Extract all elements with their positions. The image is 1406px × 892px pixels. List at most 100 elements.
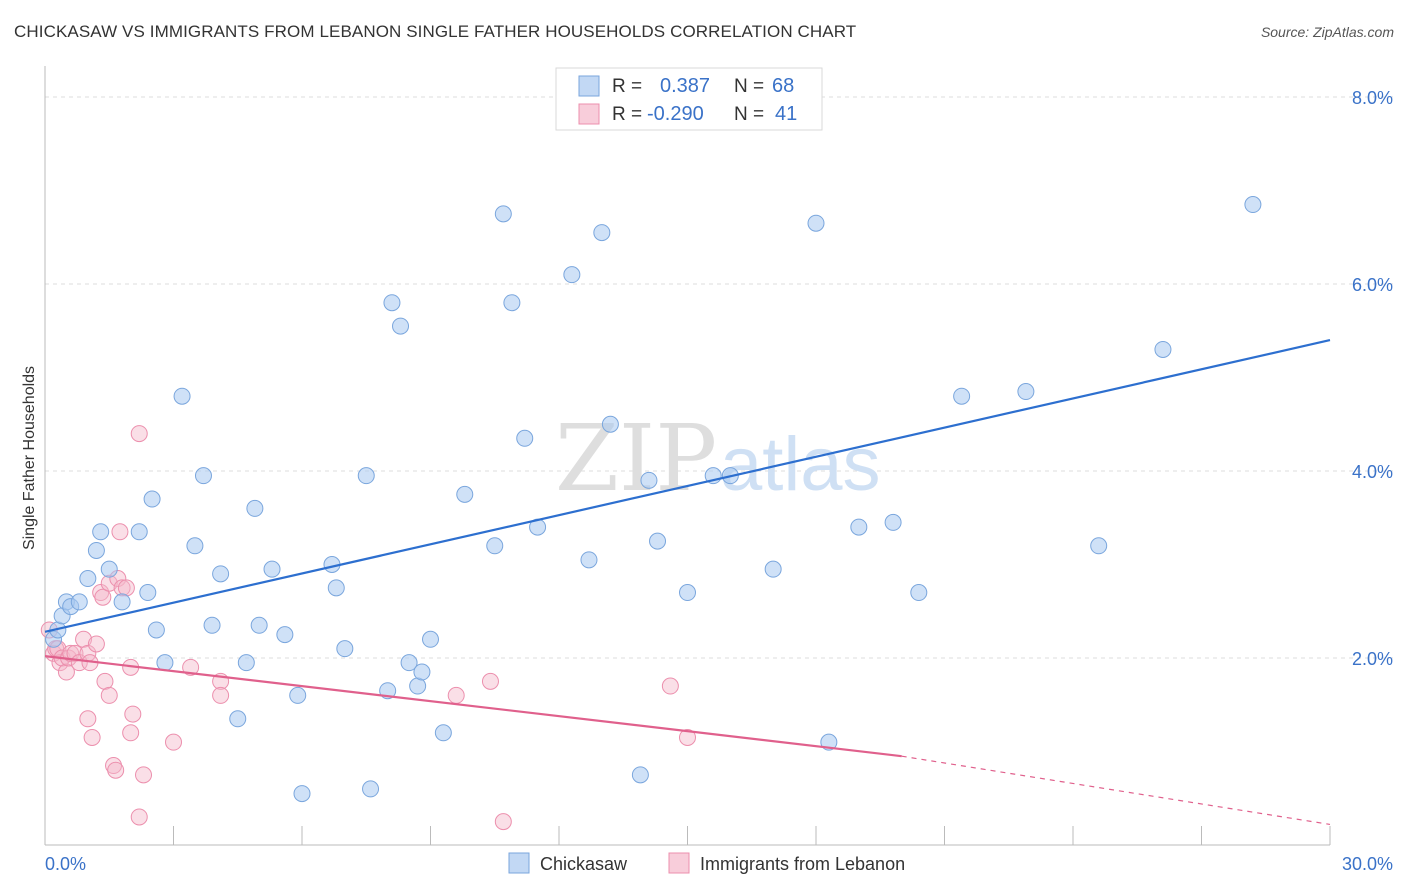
chickasaw-point xyxy=(289,686,307,704)
chickasaw-point xyxy=(1154,340,1172,358)
chickasaw-point xyxy=(649,532,667,550)
legend-r-value-chickasaw: 0.387 xyxy=(660,75,710,97)
chickasaw-point xyxy=(156,654,174,672)
axes xyxy=(44,66,1331,846)
chickasaw-point xyxy=(422,630,439,648)
chickasaw-point xyxy=(70,593,88,611)
lebanon-point xyxy=(130,425,148,443)
lebanon-point xyxy=(79,710,97,728)
legend-r-value-lebanon: -0.290 xyxy=(647,103,704,125)
legend-n-label: N = xyxy=(734,104,764,125)
lebanon-point xyxy=(165,733,182,751)
bottom-legend-swatch-chickasaw xyxy=(508,852,530,874)
chickasaw-point xyxy=(92,523,110,541)
chickasaw-point xyxy=(563,266,581,284)
chickasaw-point xyxy=(1090,537,1108,555)
bottom-legend-label-lebanon: Immigrants from Lebanon xyxy=(700,854,905,874)
chickasaw-point xyxy=(593,224,611,242)
lebanon-point xyxy=(100,686,118,704)
y-tick-label: 4.0% xyxy=(1352,462,1393,482)
lebanon-point xyxy=(92,584,110,602)
y-tick-labels: 2.0% 4.0% 6.0% 8.0% xyxy=(1352,88,1393,669)
chickasaw-point xyxy=(100,560,118,578)
lebanon-point xyxy=(212,686,230,704)
chickasaw-point xyxy=(601,415,619,433)
chickasaw-point xyxy=(276,626,294,644)
trend-line-lebanon-extension xyxy=(901,755,1331,826)
chickasaw-point xyxy=(494,205,512,223)
chickasaw-point xyxy=(113,593,131,611)
watermark-atlas: atlas xyxy=(720,422,881,507)
chickasaw-point xyxy=(807,214,825,232)
chickasaw-point xyxy=(143,490,161,508)
chickasaw-point xyxy=(580,551,598,569)
chickasaw-point xyxy=(130,523,148,541)
chickasaw-point xyxy=(212,565,230,583)
chickasaw-point xyxy=(392,317,410,335)
y-tick-label: 6.0% xyxy=(1352,275,1393,295)
source-label: Source: ZipAtlas.com xyxy=(1260,24,1394,40)
lebanon-point xyxy=(679,728,696,746)
x-tick-label: 30.0% xyxy=(1342,854,1393,874)
chickasaw-point xyxy=(246,499,264,517)
chickasaw-point xyxy=(203,616,221,634)
chickasaw-point xyxy=(953,387,971,405)
chickasaw-point xyxy=(400,654,418,672)
watermark: ZIP atlas xyxy=(555,405,881,512)
lebanon-point xyxy=(124,705,142,723)
bottom-legend-swatch-lebanon xyxy=(668,852,690,874)
chickasaw-point xyxy=(456,485,474,503)
chickasaw-point xyxy=(79,570,97,588)
watermark-zip: ZIP xyxy=(555,405,717,512)
legend-n-value-chickasaw: 68 xyxy=(772,75,794,97)
lebanon-point xyxy=(122,724,140,742)
lebanon-point xyxy=(661,677,679,695)
chickasaw-point xyxy=(434,724,452,742)
lebanon-point xyxy=(130,808,148,826)
lebanon-point xyxy=(447,686,465,704)
chickasaw-point xyxy=(87,541,105,559)
lebanon-point xyxy=(62,644,80,662)
chickasaw-point xyxy=(357,467,375,485)
chickasaw-point xyxy=(194,467,212,485)
lebanon-point xyxy=(94,588,112,606)
y-axis-label: Single Father Households xyxy=(21,366,38,550)
x-tick-labels: 0.0% 30.0% xyxy=(45,854,1393,874)
chickasaw-point xyxy=(679,584,696,602)
chickasaw-point xyxy=(186,537,204,555)
chickasaw-point xyxy=(486,537,504,555)
lebanon-point xyxy=(481,672,499,690)
x-tick-label: 0.0% xyxy=(45,854,86,874)
chickasaw-point xyxy=(413,663,431,681)
chickasaw-point xyxy=(516,429,534,447)
chickasaw-point xyxy=(884,513,902,531)
bottom-legend: Chickasaw Immigrants from Lebanon xyxy=(508,852,905,874)
chickasaw-point xyxy=(503,294,521,312)
grid-lines xyxy=(45,96,1395,659)
chickasaw-point xyxy=(293,785,311,803)
lebanon-point xyxy=(66,644,84,662)
chickasaw-point xyxy=(362,780,380,798)
bottom-legend-label-chickasaw: Chickasaw xyxy=(540,854,628,874)
chickasaw-point xyxy=(409,677,427,695)
chickasaw-point xyxy=(1244,196,1262,214)
chickasaw-point xyxy=(237,654,255,672)
lebanon-point xyxy=(117,579,135,597)
chickasaw-point xyxy=(147,621,165,639)
lebanon-point xyxy=(105,757,123,775)
chart-title: CHICKASAW VS IMMIGRANTS FROM LEBANON SIN… xyxy=(14,22,857,41)
legend-n-label: N = xyxy=(734,76,764,97)
chickasaw-point xyxy=(631,766,649,784)
lebanon-point xyxy=(87,635,105,653)
lebanon-point xyxy=(494,813,512,831)
chickasaw-point xyxy=(1017,383,1035,401)
lebanon-point xyxy=(75,630,93,648)
lebanon-point xyxy=(83,728,101,746)
lebanon-point xyxy=(107,761,125,779)
series-lebanon-points xyxy=(40,425,696,831)
trend-lines xyxy=(44,339,1331,826)
y-tick-label: 2.0% xyxy=(1352,649,1393,669)
chickasaw-point xyxy=(640,471,658,489)
lebanon-point xyxy=(57,663,75,681)
